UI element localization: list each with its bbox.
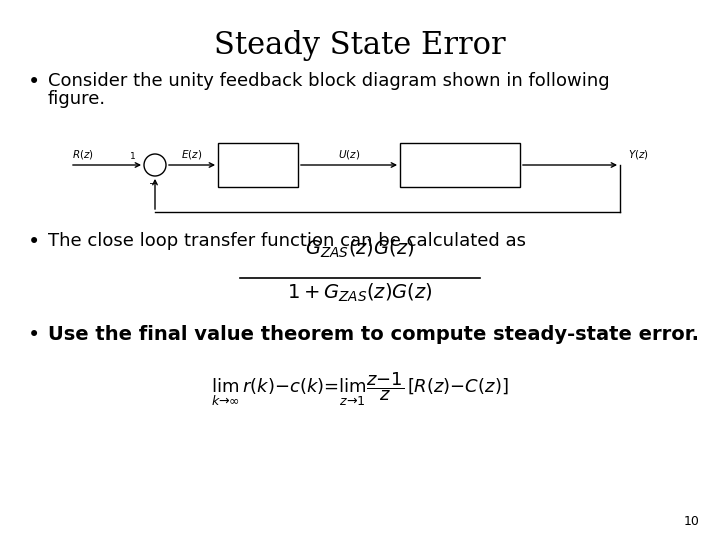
Text: $R(z)$: $R(z)$ [72, 148, 94, 161]
Bar [400, 143, 520, 187]
Text: •: • [28, 325, 40, 345]
Text: $-$: $-$ [148, 177, 158, 187]
Text: $C(z)$: $C(z)$ [247, 159, 269, 172]
Text: $1$: $1$ [129, 150, 136, 161]
Text: $\lim_{k \to \infty}\, r(k) - c(k) = \lim_{z \to 1}\dfrac{z-1}{z}\,[R(z) - C(z)]: $\lim_{k \to \infty}\, r(k) - c(k) = \li… [211, 370, 509, 408]
Text: •: • [28, 72, 40, 92]
Text: $Y(z)$: $Y(z)$ [628, 148, 649, 161]
Text: •: • [28, 232, 40, 252]
Text: $G_{ZAS}(z)G(z)$: $G_{ZAS}(z)G(z)$ [305, 238, 415, 260]
Text: figure.: figure. [48, 90, 106, 108]
Text: 10: 10 [684, 515, 700, 528]
Text: $E(z)$: $E(z)$ [181, 148, 202, 161]
Text: The close loop transfer function can be calculated as: The close loop transfer function can be … [48, 232, 526, 250]
Text: Steady State Error: Steady State Error [214, 30, 506, 61]
Text: $G_{ZAS}(z)$: $G_{ZAS}(z)$ [441, 158, 479, 172]
Text: $U(z)$: $U(z)$ [338, 148, 360, 161]
Text: $1 + G_{ZAS}(z)G(z)$: $1 + G_{ZAS}(z)G(z)$ [287, 282, 433, 305]
Text: Consider the unity feedback block diagram shown in following: Consider the unity feedback block diagra… [48, 72, 610, 90]
Bar [218, 143, 298, 187]
Text: Use the final value theorem to compute steady-state error.: Use the final value theorem to compute s… [48, 325, 699, 344]
